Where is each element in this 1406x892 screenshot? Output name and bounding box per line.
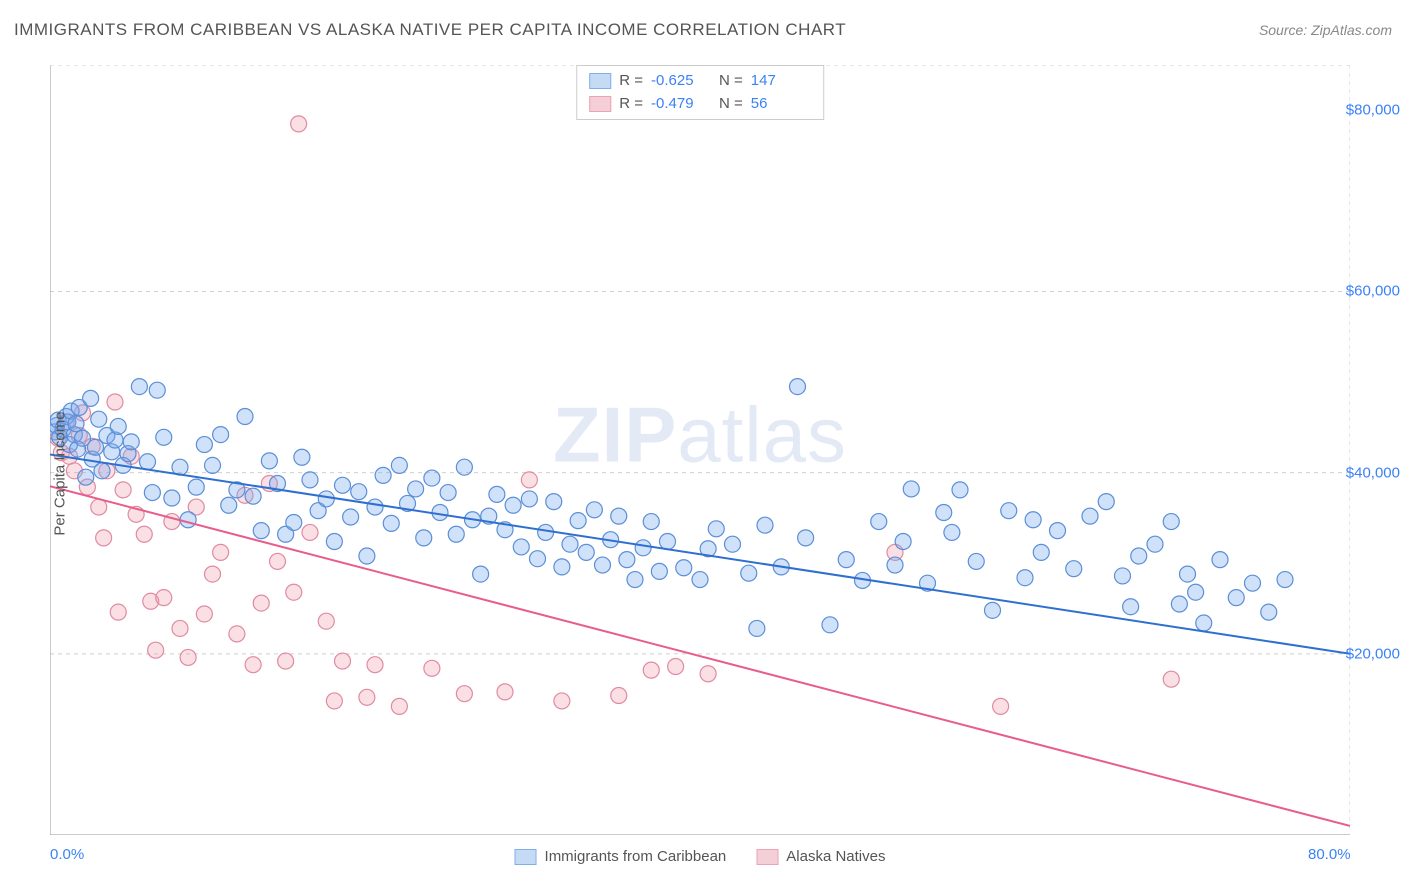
legend-item-pink: Alaska Natives [756,848,885,865]
legend-row-pink: R = -0.479 N = 56 [589,93,811,116]
legend-row-blue: R = -0.625 N = 147 [589,70,811,93]
r-label: R = [619,93,643,116]
x-tick-label: 0.0% [50,846,84,863]
y-tick-label: $60,000 [1346,283,1400,300]
chart-header: IMMIGRANTS FROM CARIBBEAN VS ALASKA NATI… [14,20,1392,40]
y-tick-label: $20,000 [1346,645,1400,662]
plot-area: ZIPatlas R = -0.625 N = 147 R = -0.479 N… [50,65,1350,835]
n-value-pink: 56 [751,93,811,116]
y-tick-label: $80,000 [1346,102,1400,119]
n-value-blue: 147 [751,70,811,93]
x-tick-label: 80.0% [1308,846,1351,863]
legend-swatch-blue [515,849,537,865]
n-label: N = [719,93,743,116]
legend-swatch-pink [589,96,611,112]
y-axis-label: Per Capita Income [52,411,69,535]
r-label: R = [619,70,643,93]
legend-series: Immigrants from Caribbean Alaska Natives [515,848,886,865]
chart-title: IMMIGRANTS FROM CARIBBEAN VS ALASKA NATI… [14,20,846,40]
chart-svg [50,65,1350,835]
r-value-blue: -0.625 [651,70,711,93]
legend-item-blue: Immigrants from Caribbean [515,848,727,865]
legend-label-pink: Alaska Natives [786,848,885,865]
y-tick-label: $40,000 [1346,464,1400,481]
chart-source: Source: ZipAtlas.com [1259,22,1392,38]
legend-correlation: R = -0.625 N = 147 R = -0.479 N = 56 [576,65,824,120]
n-label: N = [719,70,743,93]
legend-swatch-pink [756,849,778,865]
r-value-pink: -0.479 [651,93,711,116]
legend-label-blue: Immigrants from Caribbean [545,848,727,865]
legend-swatch-blue [589,73,611,89]
